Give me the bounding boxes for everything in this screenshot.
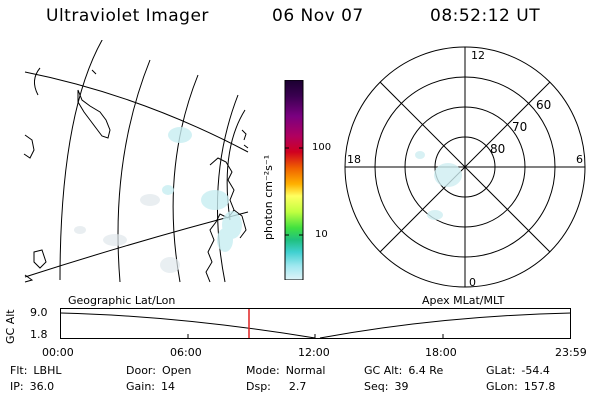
date-label: 06 Nov 07	[272, 6, 364, 26]
orbit-altitude-plot	[60, 308, 572, 339]
status-glat: GLat: -54.4	[486, 364, 550, 377]
map-latitude-line	[24, 211, 249, 278]
lat-label-60: 60	[536, 98, 551, 112]
geographic-map	[23, 40, 249, 283]
background-speckle	[74, 194, 180, 273]
colorbar-tick-label: 10	[315, 229, 328, 240]
timeline-xtick: 12:00	[298, 346, 330, 359]
mlt-label-6: 6	[576, 153, 583, 166]
status-glon: GLon: 157.8	[486, 380, 556, 393]
map-longitude-line	[226, 109, 246, 221]
status-dsp: Dsp: 2.7	[246, 380, 307, 393]
timeline-xtick: 18:00	[425, 346, 457, 359]
polar-plot: 12 18 6 0 60 70 80	[344, 46, 586, 289]
timeline-frame	[60, 308, 571, 339]
mlt-label-12: 12	[471, 49, 485, 62]
polar-meridian	[379, 81, 551, 253]
map-longitude-line	[59, 40, 103, 281]
altitude-curve	[60, 312, 572, 339]
timeline-ytick: 9.0	[30, 306, 48, 319]
map-longitude-line	[117, 59, 151, 283]
colorbar	[284, 80, 304, 280]
apex-title: Apex MLat/MLT	[422, 294, 505, 307]
map-longitude-line	[216, 94, 239, 283]
mlt-label-18: 18	[347, 153, 361, 166]
status-seq: Seq: 39	[364, 380, 409, 393]
mlt-label-0: 0	[469, 276, 476, 289]
lat-label-70: 70	[512, 120, 527, 134]
map-grid-line	[34, 67, 41, 96]
timeline-ytick: 1.8	[30, 328, 48, 341]
aurora-emission	[162, 127, 242, 252]
map-latitude-line	[24, 71, 249, 153]
status-mode: Mode: Normal	[246, 364, 326, 377]
status-flt: Flt: LBHL	[10, 364, 62, 377]
time-label: 08:52:12 UT	[430, 6, 541, 26]
timeline-ylabel: GC Alt	[4, 309, 17, 344]
instrument-title: Ultraviolet Imager	[46, 6, 209, 26]
status-door: Door: Open	[126, 364, 192, 377]
aurora-emission	[415, 151, 462, 220]
geographic-title: Geographic Lat/Lon	[68, 294, 176, 307]
lat-label-80: 80	[490, 142, 505, 156]
status-ip: IP: 36.0	[10, 380, 55, 393]
status-gain: Gain: 14	[126, 380, 175, 393]
timeline-xtick: 06:00	[170, 346, 202, 359]
colorbar-unit-label: photon cm⁻²s⁻¹	[262, 154, 275, 240]
colorbar-tick-label: 100	[312, 142, 332, 153]
timeline-xtick: 00:00	[42, 346, 74, 359]
timeline-xtick: 23:59	[555, 346, 587, 359]
status-gc-alt: GC Alt: 6.4 Re	[364, 364, 444, 377]
map-longitude-line	[172, 74, 199, 283]
colorbar-gradient	[284, 80, 304, 280]
